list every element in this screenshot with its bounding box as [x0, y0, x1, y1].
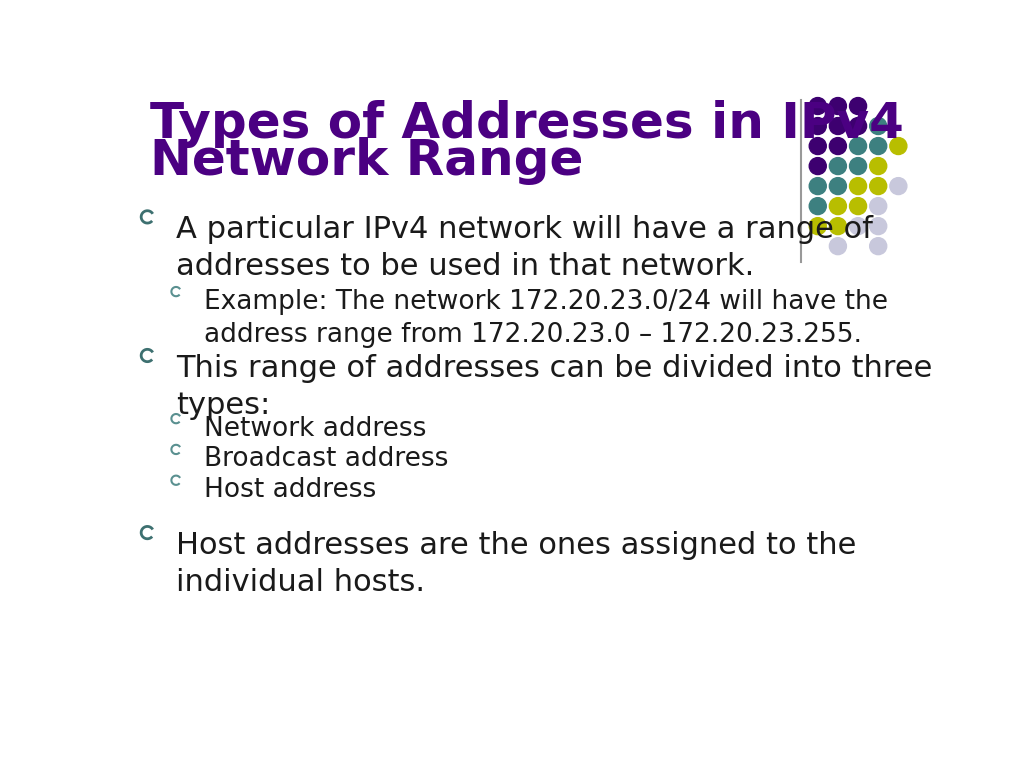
- Circle shape: [869, 157, 887, 174]
- Circle shape: [809, 157, 826, 174]
- Text: Example: The network 172.20.23.0/24 will have the
address range from 172.20.23.0: Example: The network 172.20.23.0/24 will…: [204, 289, 888, 347]
- Circle shape: [829, 237, 847, 255]
- Text: Broadcast address: Broadcast address: [204, 446, 449, 472]
- Circle shape: [850, 157, 866, 174]
- Circle shape: [869, 137, 887, 154]
- Circle shape: [869, 197, 887, 214]
- Circle shape: [829, 137, 847, 154]
- Circle shape: [869, 177, 887, 194]
- Text: Host address: Host address: [204, 477, 376, 503]
- Circle shape: [809, 177, 826, 194]
- Circle shape: [890, 177, 907, 194]
- Circle shape: [850, 177, 866, 194]
- Circle shape: [890, 137, 907, 154]
- Circle shape: [829, 157, 847, 174]
- Text: Network Range: Network Range: [150, 137, 583, 185]
- Circle shape: [809, 197, 826, 214]
- Circle shape: [829, 197, 847, 214]
- Circle shape: [850, 197, 866, 214]
- Text: Types of Addresses in IPv4: Types of Addresses in IPv4: [150, 100, 903, 148]
- Circle shape: [850, 217, 866, 234]
- Circle shape: [869, 217, 887, 234]
- Circle shape: [850, 98, 866, 114]
- Circle shape: [809, 217, 826, 234]
- Text: Network address: Network address: [204, 415, 426, 442]
- Text: A particular IPv4 network will have a range of
addresses to be used in that netw: A particular IPv4 network will have a ra…: [176, 215, 872, 281]
- Circle shape: [829, 118, 847, 134]
- Circle shape: [809, 118, 826, 134]
- Circle shape: [809, 137, 826, 154]
- Circle shape: [869, 237, 887, 255]
- Text: Host addresses are the ones assigned to the
individual hosts.: Host addresses are the ones assigned to …: [176, 531, 856, 597]
- Circle shape: [869, 118, 887, 134]
- Circle shape: [829, 217, 847, 234]
- Text: This range of addresses can be divided into three
types:: This range of addresses can be divided i…: [176, 354, 933, 420]
- Circle shape: [850, 137, 866, 154]
- Circle shape: [829, 177, 847, 194]
- Circle shape: [829, 98, 847, 114]
- Circle shape: [850, 118, 866, 134]
- Circle shape: [809, 98, 826, 114]
